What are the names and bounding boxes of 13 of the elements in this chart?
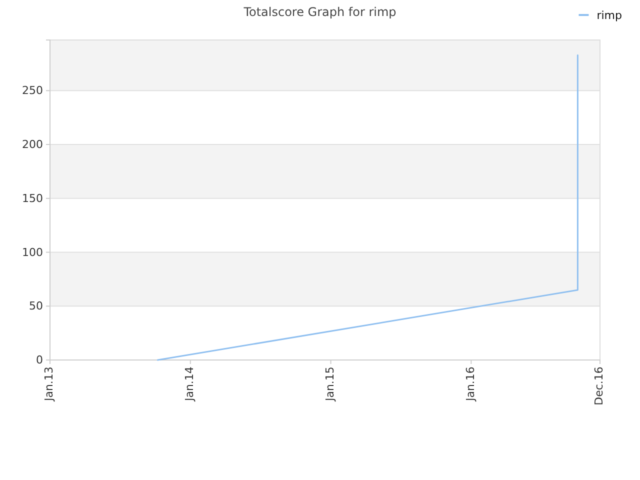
y-tick-label: 150 [22, 192, 43, 205]
x-tick-label: Jan.16 [464, 366, 477, 402]
y-tick-label: 250 [22, 84, 43, 98]
legend-label: rimp [596, 9, 622, 22]
y-tick-label: 0 [36, 354, 43, 367]
y-tick-label: 50 [29, 300, 43, 313]
y-tick-label: 200 [22, 138, 43, 152]
y-tick-label: 100 [22, 246, 43, 259]
chart-title: Totalscore Graph for rimp [242, 5, 396, 19]
x-tick-label: Jan.14 [183, 366, 196, 402]
x-tick-label: Jan.15 [323, 366, 336, 402]
x-tick-label: Dec.16 [592, 366, 606, 406]
x-tick-label: Jan.13 [42, 366, 56, 402]
